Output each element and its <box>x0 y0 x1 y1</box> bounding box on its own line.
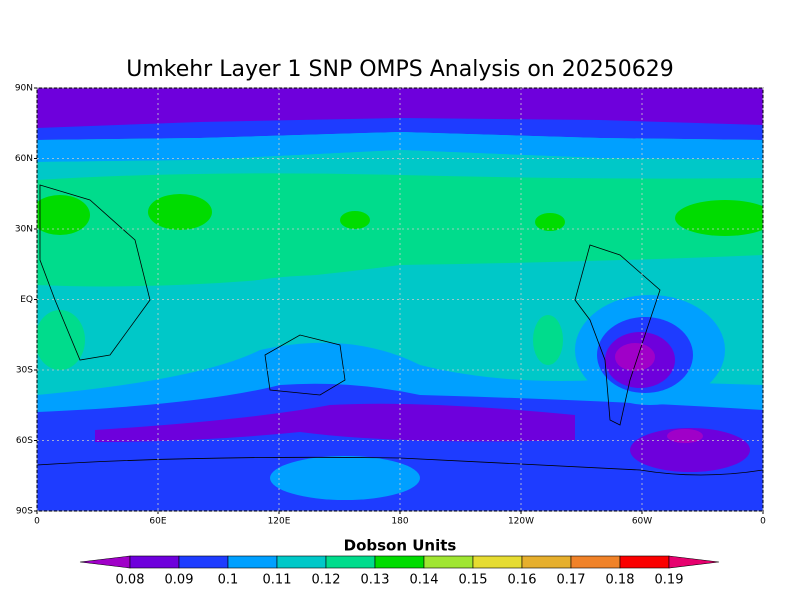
x-tick-label: 120E <box>268 517 291 527</box>
colorbar-label: 0.08 <box>116 573 145 588</box>
colorbar-title: Dobson Units <box>344 537 457 555</box>
colorbar-high-end <box>668 555 720 569</box>
y-tick-label: 30N <box>15 225 33 235</box>
title: Umkehr Layer 1 SNP OMPS Analysis on 2025… <box>126 57 674 82</box>
y-tick-label: 90N <box>15 84 33 94</box>
colorbar-label: 0.16 <box>508 573 537 588</box>
colorbar-box <box>276 555 327 569</box>
y-tick-label: EQ <box>20 295 33 305</box>
x-tick-label: 60E <box>149 517 166 527</box>
y-tick-label: 90S <box>16 507 33 517</box>
colorbar-label: 0.1 <box>218 573 239 588</box>
colorbar-low-end <box>79 555 131 569</box>
colorbar-label: 0.09 <box>165 573 194 588</box>
colorbar-label: 0.18 <box>606 573 635 588</box>
colorbar-box <box>227 555 278 569</box>
colorbar-label: 0.11 <box>263 573 292 588</box>
colorbar-box <box>619 555 670 569</box>
colorbar-box <box>374 555 425 569</box>
colorbar-box <box>472 555 523 569</box>
y-tick-label: 30S <box>16 366 33 376</box>
colorbar-box <box>129 555 180 569</box>
colorbar-box <box>325 555 376 569</box>
colorbar-label: 0.12 <box>312 573 341 588</box>
y-tick-label: 60N <box>15 154 33 164</box>
colorbar-box <box>423 555 474 569</box>
colorbar-label: 0.17 <box>557 573 586 588</box>
colorbar-label: 0.14 <box>410 573 439 588</box>
x-tick-label: 0 <box>760 517 766 527</box>
y-tick-label: 60S <box>16 436 33 446</box>
colorbar-label: 0.13 <box>361 573 390 588</box>
x-tick-label: 180 <box>391 517 408 527</box>
x-tick-label: 0 <box>34 517 40 527</box>
colorbar-box <box>521 555 572 569</box>
colorbar-box <box>178 555 229 569</box>
x-tick-label: 60W <box>632 517 652 527</box>
colorbar-label: 0.19 <box>655 573 684 588</box>
x-tick-label: 120W <box>508 517 534 527</box>
colorbar-label: 0.15 <box>459 573 488 588</box>
colorbar-box <box>570 555 621 569</box>
